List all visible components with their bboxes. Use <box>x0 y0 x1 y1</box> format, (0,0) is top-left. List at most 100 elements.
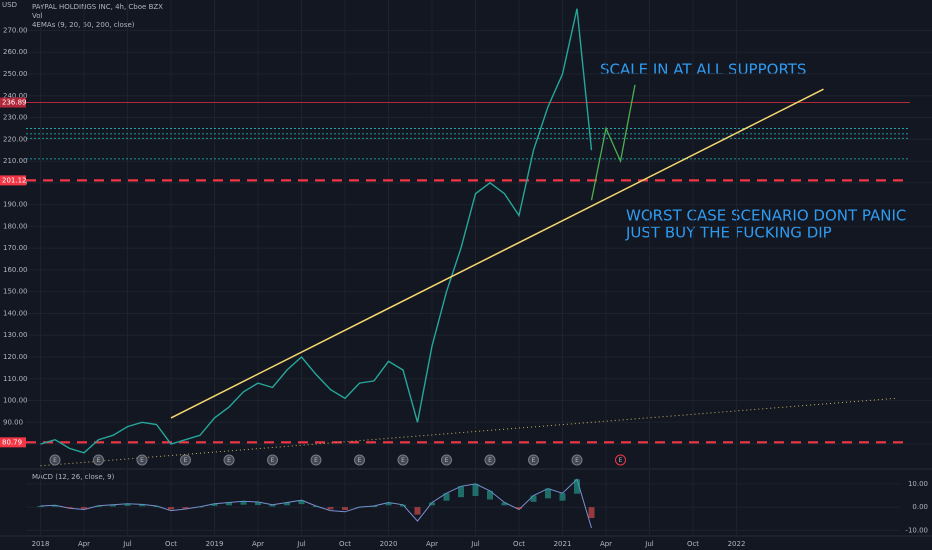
y-tick-label: 240.00 <box>3 92 28 100</box>
y-tick-label: -10.00 <box>905 526 928 534</box>
earnings-label: E <box>445 457 449 464</box>
subtitle: Vol <box>32 12 43 20</box>
earnings-label: E <box>314 457 318 464</box>
macd-histogram <box>255 502 261 506</box>
macd-histogram <box>66 507 73 509</box>
macd-histogram <box>400 504 406 507</box>
x-tick-label: Apr <box>600 540 612 548</box>
x-tick-label: 2018 <box>32 540 50 548</box>
macd-histogram <box>530 495 537 502</box>
earnings-marker <box>354 454 365 466</box>
macd-histogram <box>516 507 522 509</box>
macd-histogram <box>313 505 319 508</box>
earnings-label: E <box>271 457 275 464</box>
macd-histogram <box>458 486 464 498</box>
macd-histogram <box>472 483 479 497</box>
x-tick-label: Jul <box>644 540 654 548</box>
macd-histogram <box>110 504 116 507</box>
macd-histogram <box>588 507 595 519</box>
earnings-marker <box>49 454 61 466</box>
x-tick-label: Oct <box>687 540 699 548</box>
y-tick-label: 10.00 <box>908 480 928 488</box>
chart-title: PAYPAL HOLDINGS INC, 4h, Cboe BZX <box>32 3 163 11</box>
earnings-marker <box>397 454 409 466</box>
macd-histogram <box>429 502 435 506</box>
macd-histogram <box>52 505 58 507</box>
annotation: SCALE IN AT ALL SUPPORTS <box>600 61 806 79</box>
x-tick-label: 2019 <box>206 540 224 548</box>
y-tick-label: 220.00 <box>3 135 28 143</box>
earnings-marker <box>180 454 191 466</box>
earnings-marker <box>484 454 496 466</box>
price-tag-label: 201.12 <box>2 176 27 184</box>
earnings-label: E <box>619 457 623 464</box>
macd-histogram <box>574 479 580 494</box>
x-tick-label: 2022 <box>728 540 746 548</box>
y-tick-label: 100.00 <box>3 397 28 405</box>
macd-histogram <box>559 493 566 501</box>
earnings-label: E <box>184 457 188 464</box>
earnings-marker <box>615 454 626 466</box>
earnings-marker <box>223 454 235 466</box>
x-tick-label: Apr <box>426 540 438 548</box>
annotation: JUST BUY THE FUCKING DIP <box>625 224 832 242</box>
macd-histogram <box>298 500 305 505</box>
macd-histogram <box>197 506 203 508</box>
earnings-marker <box>93 454 104 466</box>
earnings-marker <box>571 454 583 466</box>
macd-histogram <box>371 505 377 508</box>
earnings-label: E <box>532 457 536 464</box>
y-tick-label: 160.00 <box>3 266 28 274</box>
price-tag-label: 80.79 <box>2 438 22 446</box>
x-tick-label: Jul <box>296 540 306 548</box>
macd-histogram <box>37 505 44 508</box>
earnings-marker <box>267 454 278 466</box>
macd-histogram <box>182 507 189 509</box>
earnings-marker <box>528 454 539 466</box>
macd-histogram <box>385 502 392 506</box>
macd-histogram <box>545 488 551 499</box>
y-tick-label: 130.00 <box>3 331 28 339</box>
macd-histogram <box>124 503 131 506</box>
earnings-label: E <box>488 457 492 464</box>
macd-histogram <box>81 507 87 509</box>
macd-histogram <box>501 502 508 506</box>
macd-histogram <box>95 505 102 507</box>
macd-histogram <box>443 493 450 501</box>
earnings-label: E <box>227 457 231 464</box>
earnings-marker <box>136 454 148 466</box>
y-tick-label: 110.00 <box>3 375 28 383</box>
earnings-marker <box>310 454 322 466</box>
macd-histogram <box>356 507 363 508</box>
x-tick-label: Apr <box>78 540 90 548</box>
y-tick-label: 210.00 <box>3 157 28 165</box>
price-tag <box>0 97 26 108</box>
earnings-label: E <box>140 457 144 464</box>
earnings-label: E <box>358 457 362 464</box>
earnings-label: E <box>401 457 405 464</box>
y-tick-label: 180.00 <box>3 222 28 230</box>
y-tick-label: 90.00 <box>3 418 23 426</box>
price-tag <box>0 175 26 186</box>
y-tick-label: 260.00 <box>3 48 28 56</box>
currency: USD <box>2 1 17 9</box>
y-tick-label: 230.00 <box>3 114 28 122</box>
x-tick-label: 2020 <box>380 540 398 548</box>
x-tick-label: Oct <box>513 540 525 548</box>
macd-histogram <box>327 507 334 510</box>
trendline <box>170 88 824 419</box>
annotation: WORST CASE SCENARIO DONT PANIC <box>626 207 906 225</box>
x-tick-label: Jul <box>122 540 132 548</box>
macd-histogram <box>269 504 276 507</box>
y-tick-label: 150.00 <box>3 288 28 296</box>
earnings-marker <box>441 454 452 466</box>
price-tag-label: 236.89 <box>2 99 27 107</box>
subtitle: 4EMAs (9, 20, 50, 200, close) <box>32 21 135 29</box>
macd-histogram <box>211 503 218 506</box>
y-tick-label: 140.00 <box>3 309 28 317</box>
x-tick-label: Jul <box>470 540 480 548</box>
x-tick-label: Oct <box>339 540 351 548</box>
macd-histogram <box>487 490 493 500</box>
x-tick-label: Apr <box>252 540 264 548</box>
